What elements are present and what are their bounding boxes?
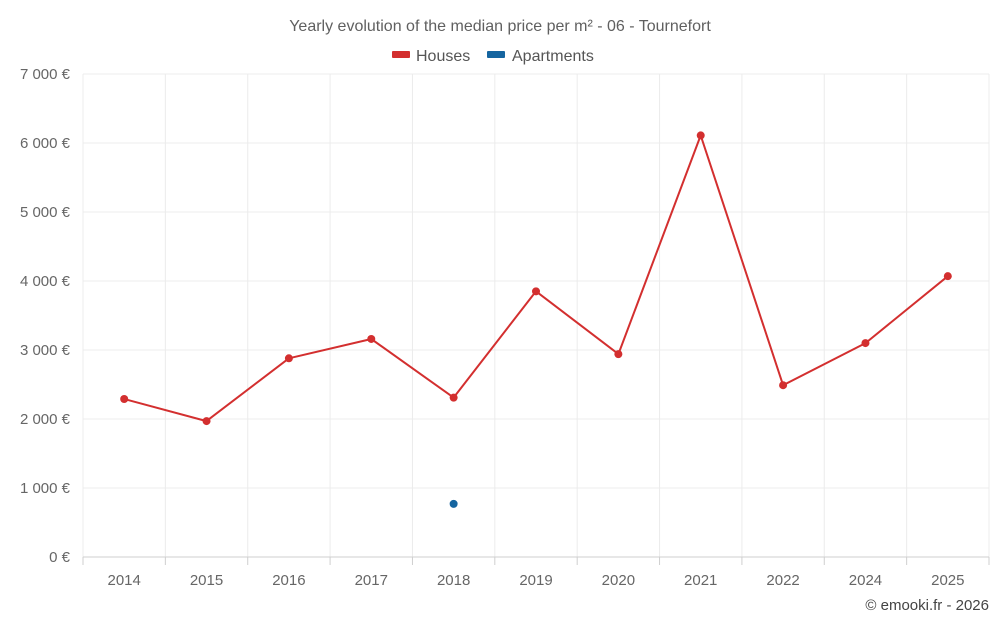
x-tick-label: 2019 bbox=[519, 572, 552, 589]
x-tick-label: 2015 bbox=[190, 572, 223, 589]
data-point-houses[interactable] bbox=[943, 272, 952, 281]
y-tick-label: 1 000 € bbox=[20, 480, 71, 497]
data-point-houses[interactable] bbox=[614, 350, 623, 359]
data-point-houses[interactable] bbox=[696, 131, 705, 140]
x-tick-label: 2021 bbox=[684, 572, 717, 589]
x-tick-label: 2020 bbox=[602, 572, 635, 589]
legend-label-houses: Houses bbox=[416, 48, 470, 65]
y-tick-label: 4 000 € bbox=[20, 273, 71, 290]
axes: 0 € 1 000 € 2 000 € 3 000 € 4 000 € 5 000 € 6 … bbox=[20, 66, 990, 589]
series bbox=[120, 131, 952, 508]
x-tick-label: 2017 bbox=[355, 572, 388, 589]
x-tick-label: 2025 bbox=[931, 572, 964, 589]
y-tick-label: 3 000 € bbox=[20, 342, 71, 359]
credit-text: © emooki.fr - 2026 bbox=[865, 597, 989, 614]
legend-swatch-houses bbox=[392, 51, 410, 58]
y-tick-label: 6 000 € bbox=[20, 135, 71, 152]
legend-item-apartments[interactable]: Apartments bbox=[487, 48, 594, 65]
y-tick-label: 0 € bbox=[49, 549, 71, 566]
chart-title: Yearly evolution of the median price per… bbox=[289, 18, 711, 35]
legend-label-apartments: Apartments bbox=[512, 48, 594, 65]
data-point-apartments[interactable] bbox=[449, 499, 458, 508]
y-tick-label: 5 000 € bbox=[20, 204, 71, 221]
data-point-houses[interactable] bbox=[779, 381, 788, 390]
data-point-houses[interactable] bbox=[861, 339, 870, 348]
x-tick-label: 2018 bbox=[437, 572, 470, 589]
data-point-houses[interactable] bbox=[532, 287, 540, 296]
data-point-houses[interactable] bbox=[284, 354, 293, 363]
x-tick-label: 2016 bbox=[272, 572, 305, 589]
legend: Houses Apartments bbox=[392, 48, 594, 65]
data-point-houses[interactable] bbox=[367, 334, 376, 343]
data-point-houses[interactable] bbox=[202, 417, 211, 426]
data-point-houses[interactable] bbox=[449, 393, 458, 402]
grid bbox=[82, 73, 990, 557]
y-tick-label: 7 000 € bbox=[20, 66, 71, 83]
legend-item-houses[interactable]: Houses bbox=[392, 48, 470, 65]
legend-swatch-apartments bbox=[487, 51, 505, 58]
x-tick-label: 2024 bbox=[849, 572, 882, 589]
y-tick-label: 2 000 € bbox=[20, 411, 71, 428]
x-tick-label: 2014 bbox=[107, 572, 140, 589]
x-tick-label: 2022 bbox=[766, 572, 799, 589]
data-point-houses[interactable] bbox=[120, 394, 129, 403]
